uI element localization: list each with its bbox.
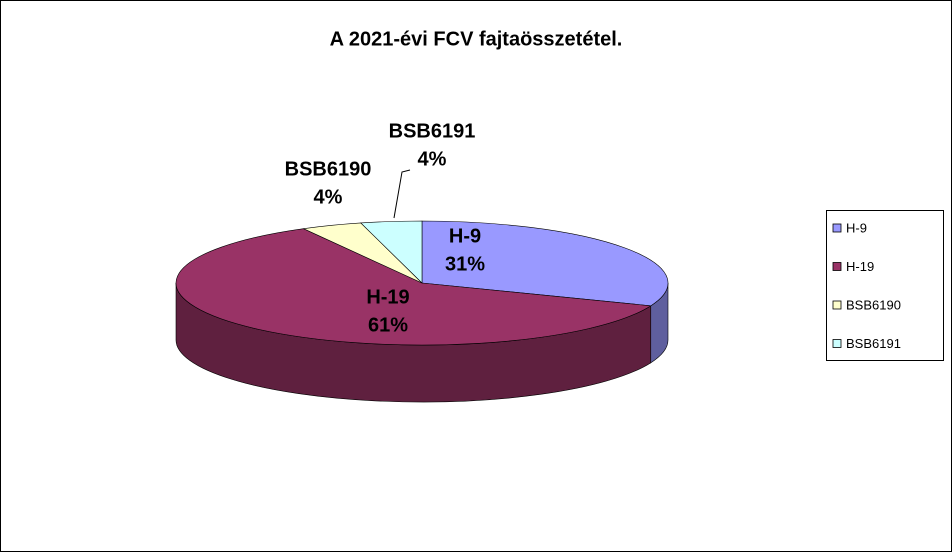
pie-slice	[175, 228, 652, 346]
pie-slice	[421, 220, 669, 307]
legend-swatch	[832, 262, 842, 271]
legend-box	[826, 210, 944, 361]
leader-line	[393, 169, 411, 219]
data-label-name: BSB6190	[285, 158, 372, 180]
data-label-value: 61%	[368, 314, 408, 336]
legend-label: H-9	[846, 220, 867, 235]
legend-swatch	[832, 339, 842, 348]
pie-tops	[175, 220, 669, 346]
legend-swatch	[832, 223, 842, 233]
legend-label: BSB6191	[846, 336, 901, 351]
data-label-name: H-19	[366, 286, 409, 308]
legend-label: BSB6190	[846, 297, 901, 312]
data-label-value: 4%	[418, 148, 447, 170]
legend-label: H-19	[846, 259, 874, 274]
legend-swatch	[832, 300, 842, 310]
data-label-value: 31%	[445, 253, 485, 275]
pie-slice	[360, 220, 423, 284]
data-label-name: H-9	[449, 225, 481, 247]
data-label-name: BSB6191	[389, 120, 476, 142]
chart-title: A 2021-évi FCV fajtaösszetétel.	[330, 28, 623, 50]
data-label-value: 4%	[314, 186, 343, 208]
